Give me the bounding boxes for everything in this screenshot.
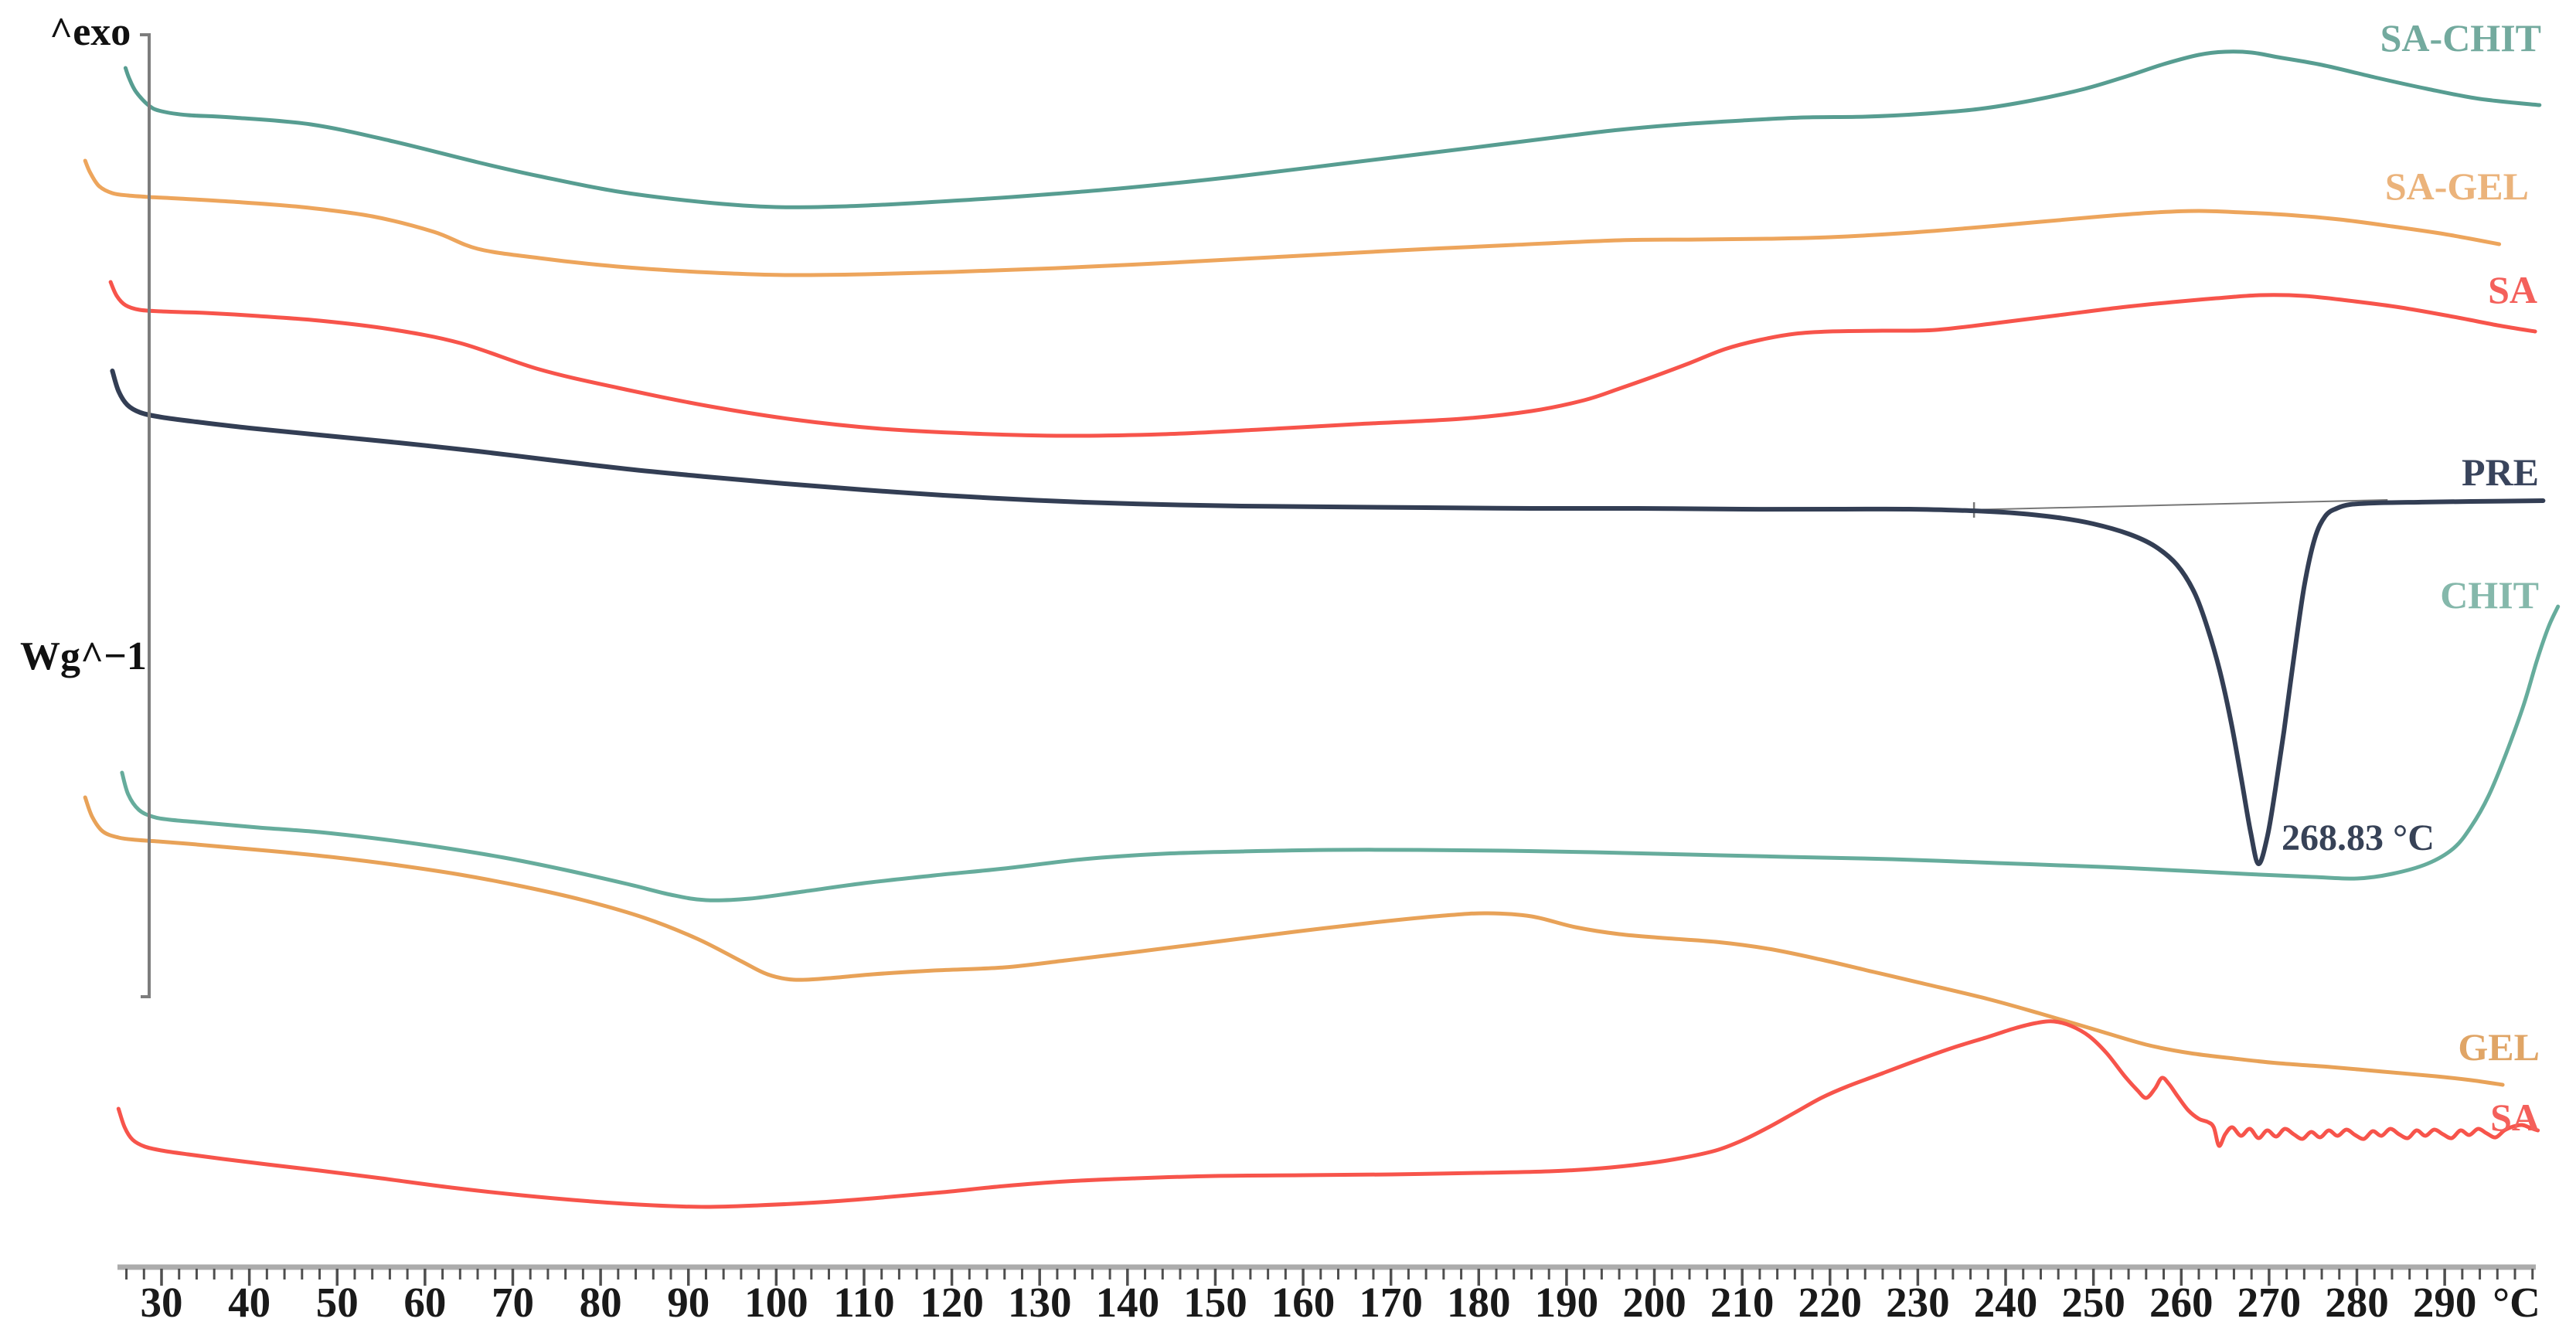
- y-axis-line: [140, 33, 151, 998]
- x-axis-tick-label: 140: [1096, 1279, 1160, 1326]
- x-axis-tick-label: 120: [920, 1279, 984, 1326]
- x-axis-tick-label: 270: [2237, 1279, 2302, 1326]
- pre-baseline-line: [1965, 499, 2388, 511]
- series-label-sa-top: SA: [2488, 268, 2537, 311]
- x-axis-tick-label: 40: [228, 1279, 271, 1326]
- curve-sa-bottom: [116, 1019, 2540, 1209]
- x-axis-tick-label: 70: [492, 1279, 534, 1326]
- curve-pre: [110, 369, 2546, 867]
- x-axis-tick-label: 260: [2149, 1279, 2214, 1326]
- exo-direction-label: ^exo: [49, 10, 131, 54]
- series-label-sa-chit: SA-CHIT: [2380, 16, 2541, 59]
- x-axis-tick-label: 280: [2325, 1279, 2389, 1326]
- x-axis-tick-label: 230: [1886, 1279, 1950, 1326]
- x-axis-tick-label: 190: [1535, 1279, 1599, 1326]
- series-label-sa-gel: SA-GEL: [2385, 165, 2529, 208]
- x-axis-tick-label: 290: [2413, 1279, 2477, 1326]
- x-axis-tick-label: 90: [667, 1279, 710, 1326]
- peak-temperature-annotation: 268.83 °C: [2282, 817, 2435, 858]
- x-axis-unit-label: °C: [2493, 1279, 2540, 1326]
- series-label-sa-bottom: SA: [2490, 1096, 2540, 1139]
- curve-sa-chit: [123, 49, 2542, 209]
- curve-gel: [83, 795, 2505, 1087]
- x-axis-tick-label: 130: [1008, 1279, 1072, 1326]
- x-axis-tick-label: 50: [316, 1279, 359, 1326]
- x-axis-tick-label: 60: [403, 1279, 446, 1326]
- x-axis-tick-label: 80: [580, 1279, 622, 1326]
- x-axis-tick-label: 100: [744, 1279, 808, 1326]
- curves: [83, 49, 2561, 1209]
- curve-sa-gel: [83, 158, 2502, 277]
- y-axis-unit-label: Wg^−1: [20, 634, 147, 678]
- series-label-gel: GEL: [2458, 1025, 2540, 1069]
- series-label-pre: PRE: [2462, 450, 2539, 494]
- x-axis-tick-label: 170: [1359, 1279, 1423, 1326]
- x-axis-tick-label: 150: [1183, 1279, 1247, 1326]
- x-axis-tick-label: 110: [833, 1279, 894, 1326]
- x-axis-tick-label: 250: [2061, 1279, 2125, 1326]
- series-label-chit: CHIT: [2440, 573, 2539, 617]
- x-axis-tick-label: 210: [1710, 1279, 1775, 1326]
- curve-chit: [120, 604, 2561, 902]
- x-axis-tick-label: 160: [1271, 1279, 1336, 1326]
- x-axis-tick-label: 200: [1622, 1279, 1686, 1326]
- x-axis-tick-label: 220: [1798, 1279, 1863, 1326]
- curve-sa: [108, 280, 2537, 438]
- x-axis-tick-label: 180: [1447, 1279, 1511, 1326]
- x-axis: 30 40 50 60 70 80 90 100 110 120 130 140 150 160 170 18…: [117, 1264, 2540, 1326]
- x-axis-tick-label: 30: [141, 1279, 183, 1326]
- y-axis: [140, 33, 151, 998]
- x-axis-tick-label: 240: [1974, 1279, 2038, 1326]
